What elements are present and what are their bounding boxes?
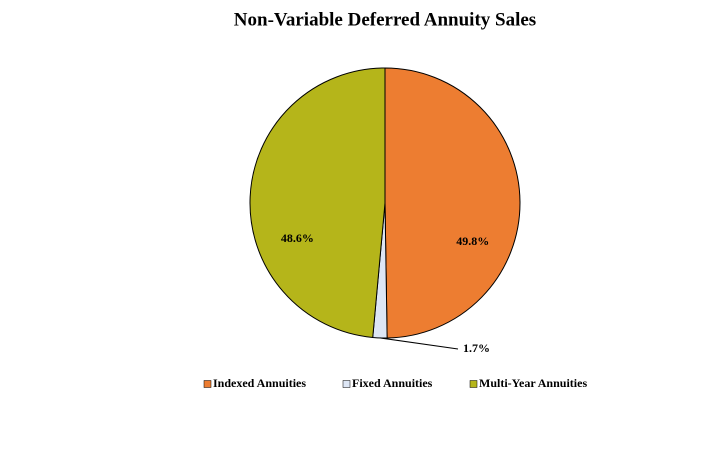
data-label: 48.6%: [281, 231, 314, 245]
legend-label: Multi-Year Annuities: [479, 376, 587, 390]
legend-label: Indexed Annuities: [213, 376, 306, 390]
data-label: 1.7%: [463, 341, 490, 355]
pie-slice: [384, 67, 521, 339]
leader-line: [379, 337, 459, 350]
legend-swatch: [469, 380, 478, 388]
data-label: 49.8%: [456, 234, 489, 248]
pie-slice: [249, 67, 386, 338]
legend-swatch: [342, 380, 351, 388]
legend-label: Fixed Annuities: [352, 376, 433, 390]
chart-title: Non-Variable Deferred Annuity Sales: [234, 9, 536, 30]
legend-swatch: [203, 380, 212, 388]
